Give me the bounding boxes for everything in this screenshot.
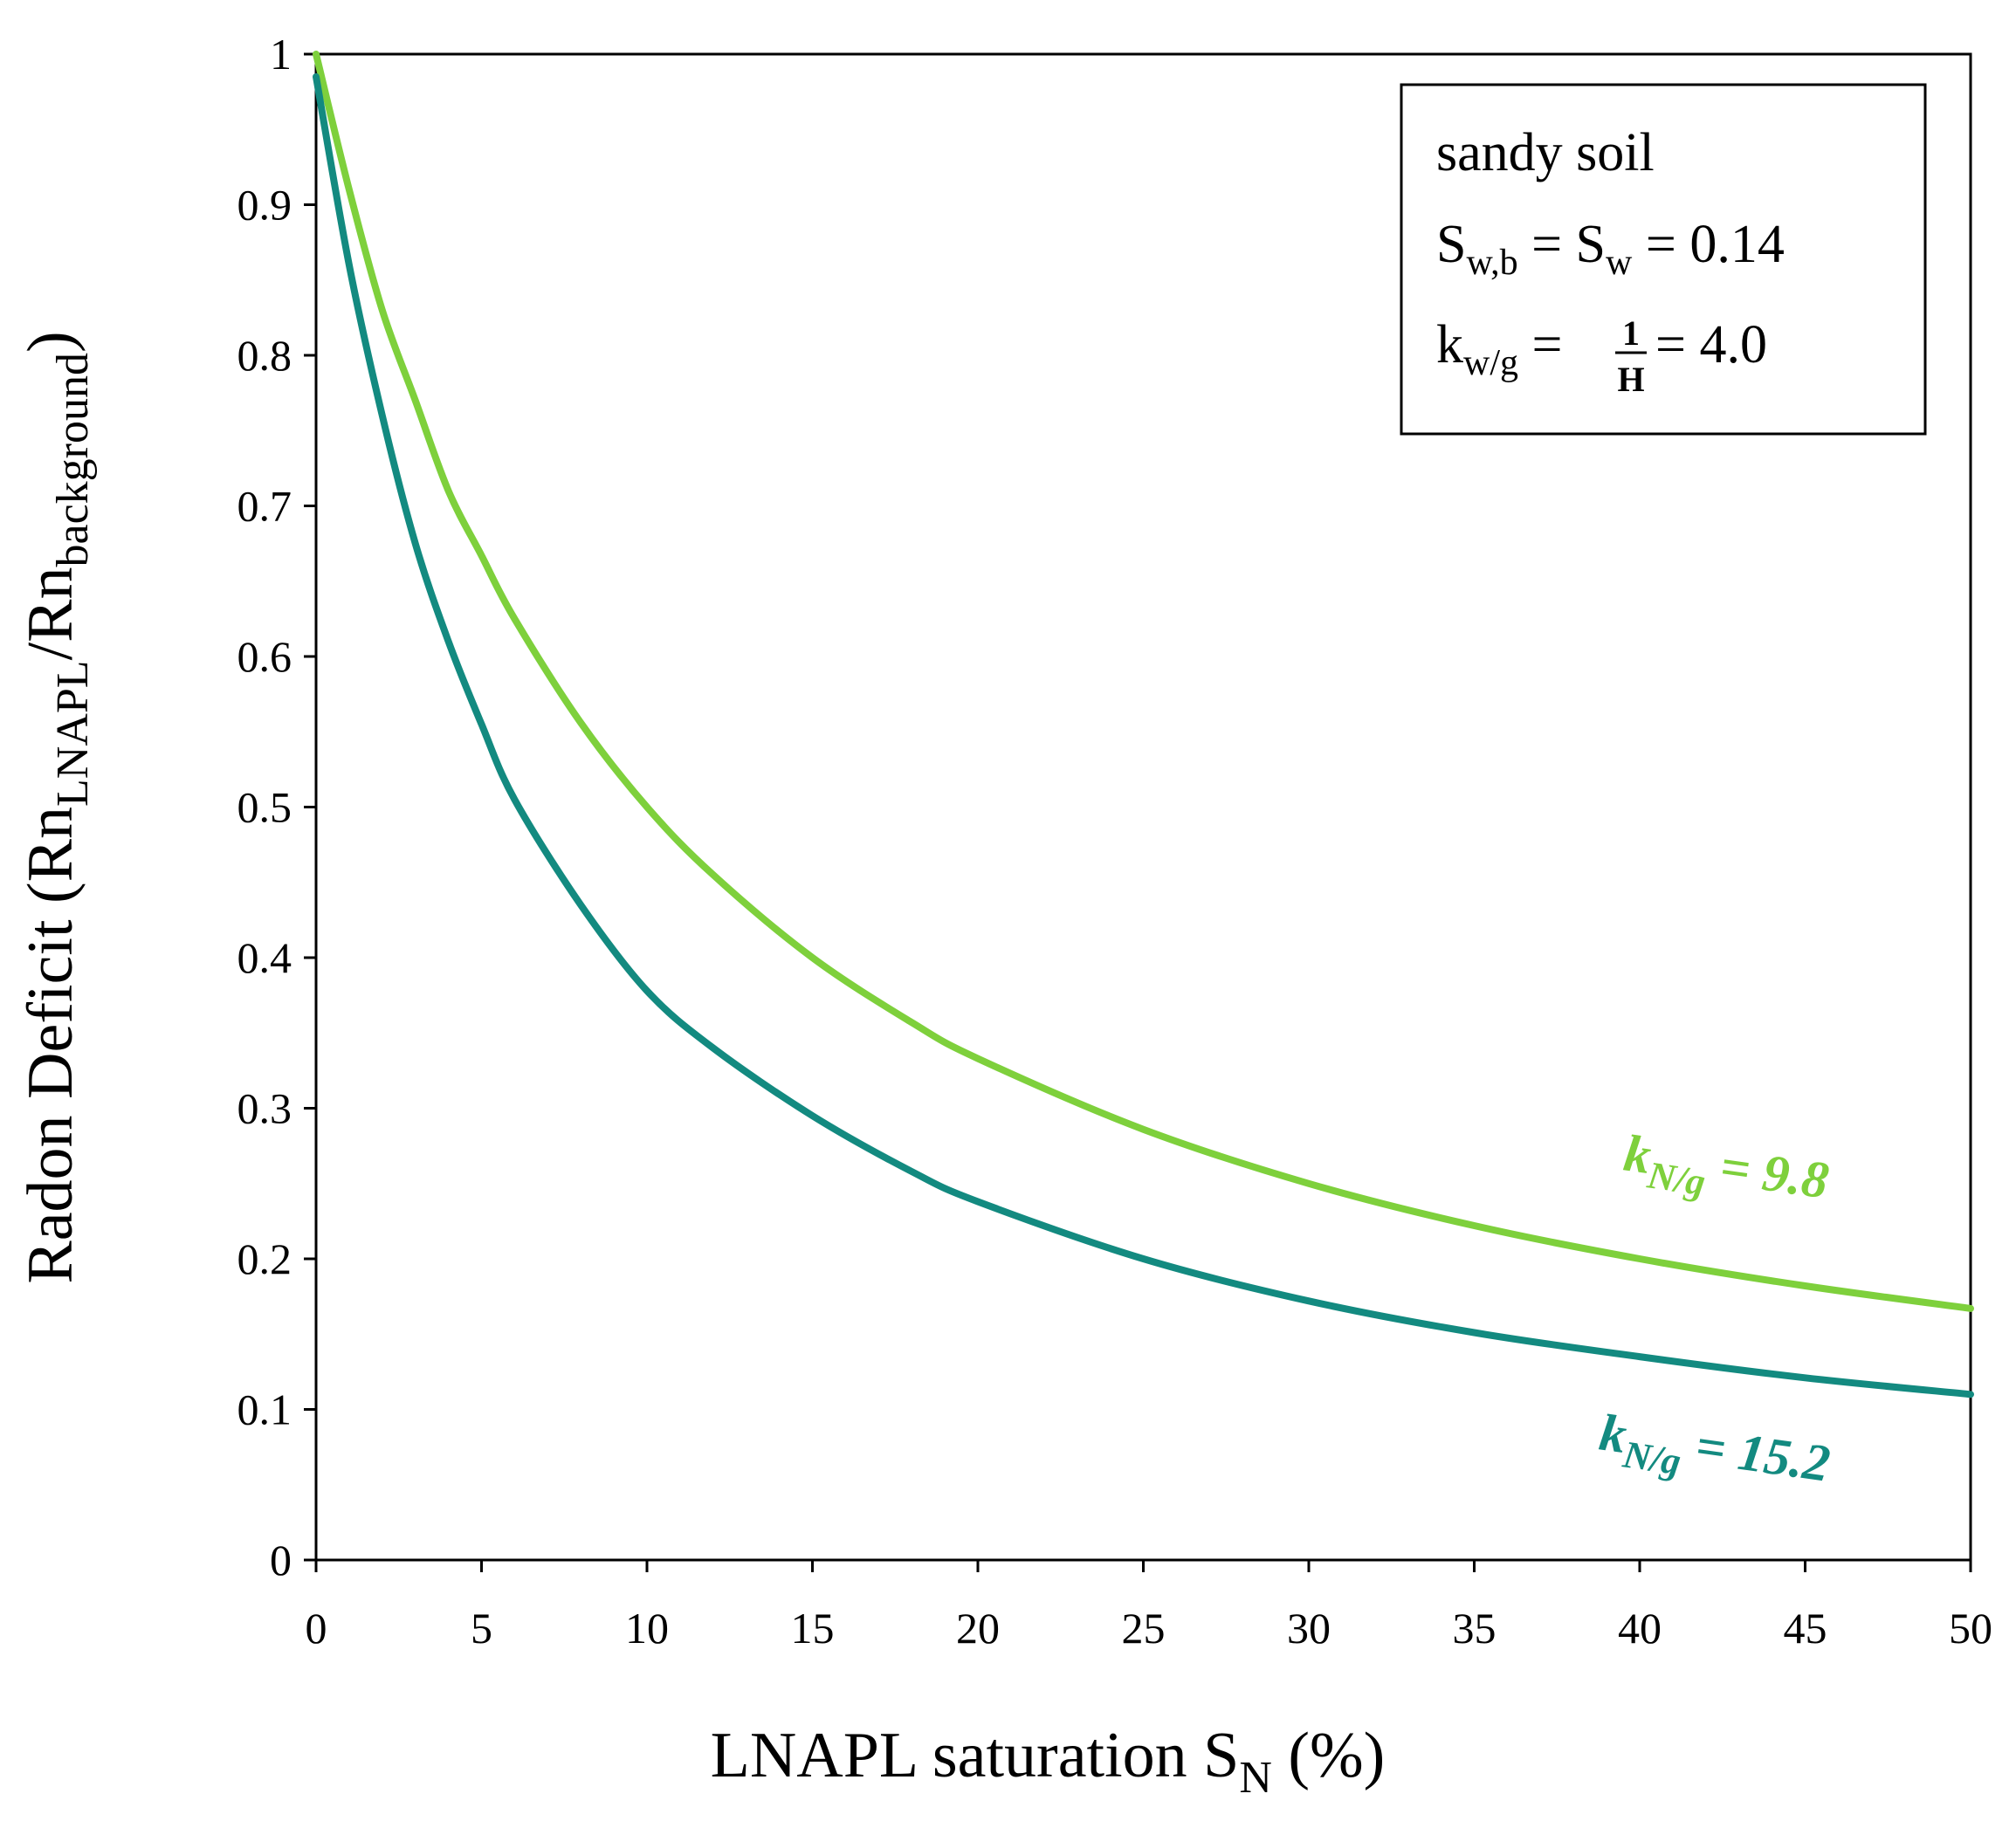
series-label-green: kN/g = 9.8 [1619,1124,1832,1221]
y-tick-label: 0.7 [237,482,292,531]
y-tick-label: 0.9 [237,181,292,230]
y-tick-label: 0.3 [237,1084,292,1133]
x-tick-label: 25 [1122,1604,1166,1653]
series-line-1 [313,72,1974,1398]
x-tick-label: 15 [791,1604,835,1653]
y-tick-label: 1 [270,30,292,79]
x-tick-label: 40 [1618,1604,1662,1653]
y-tick-label: 0.8 [237,331,292,380]
y-tick-label: 0.4 [237,933,292,982]
legend-fraction-numerator: 1 [1622,313,1640,353]
y-tick-label: 0.1 [237,1385,292,1434]
x-tick-label: 30 [1287,1604,1331,1653]
y-tick-label: 0.2 [237,1234,292,1283]
x-tick-label: 45 [1784,1604,1827,1653]
legend-frame [1400,83,1927,436]
x-tick-label: 20 [956,1604,1000,1653]
y-tick-label: 0.5 [237,783,292,832]
x-tick-label: 35 [1453,1604,1497,1653]
y-tick-label: 0 [270,1536,292,1584]
x-axis-title: LNAPL saturation SN (%) [711,1720,1386,1803]
series-label-teal: kN/g = 15.2 [1594,1404,1834,1504]
legend-saturation: Sw,b = Sw = 0.14 [1436,215,1785,283]
x-tick-label: 10 [625,1604,669,1653]
legend-fraction-denominator: H [1617,360,1644,399]
x-tick-label: 0 [306,1604,327,1653]
y-axis-title: Radon Deficit (RnLNAPL/Rnbackground) [15,331,98,1283]
legend-partition-rhs: = 4.0 [1655,315,1767,375]
legend-soil-type: sandy soil [1436,123,1655,182]
series-lines [313,51,1974,1398]
series-line-0 [313,51,1974,1312]
x-tick-label: 50 [1949,1604,1992,1653]
x-tick-label: 5 [471,1604,492,1653]
legend-box: sandy soil Sw,b = Sw = 0.14 kw/g = 1 H =… [1400,83,1927,436]
axis-ticks: 0 5 10 15 20 25 30 35 40 45 50 0 0.1 0.2 0.3 0.4 0.5 0.6 0… [237,30,1993,1653]
y-tick-label: 0.6 [237,632,292,681]
legend-partition-lhs: kw/g = [1436,315,1562,383]
